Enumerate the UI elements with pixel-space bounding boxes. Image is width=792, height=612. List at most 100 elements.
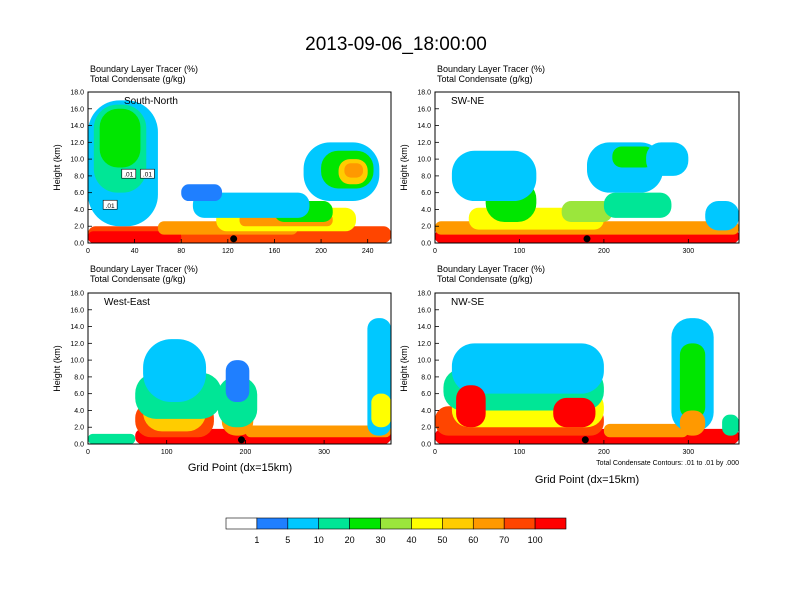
contour-label-box (140, 168, 155, 179)
tracer-region (344, 163, 364, 178)
colorbar-swatch (503, 517, 536, 530)
y-tick-label: 16.0 (70, 106, 84, 113)
y-tick-label: 8.0 (421, 173, 431, 180)
x-tick-label: 0 (433, 248, 437, 255)
y-tick-label: 4.0 (421, 207, 431, 214)
panel-sw-ne: Boundary Layer Tracer (%) Total Condensa… (399, 64, 740, 255)
y-tick-label: 18.0 (70, 291, 84, 298)
panel-name: SW-NE (451, 96, 484, 107)
contour-label: .01 (143, 172, 152, 179)
y-tick-label: 10.0 (417, 358, 431, 365)
y-tick-label: 18.0 (417, 90, 431, 97)
tracer-field (88, 100, 391, 243)
y-tick-label: 4.0 (74, 207, 84, 214)
y-axis-label: Height (km) (52, 144, 62, 191)
plot-south-north: 0 40 80 120 160 200 240 0.0 2.0 4.0 6.0 8.0 10.0 12.0… (52, 90, 392, 255)
y-tick-label: 10.0 (417, 157, 431, 164)
y-tick-label: 8.0 (74, 374, 84, 381)
y-axis-label: Height (km) (399, 345, 409, 392)
panel-nw-se: Boundary Layer Tracer (%) Total Condensa… (399, 264, 740, 486)
colorbar-label: 10 (314, 535, 324, 545)
y-tick-label: 16.0 (417, 307, 431, 314)
colorbar-swatch (534, 517, 567, 530)
colorbar-label: 30 (376, 535, 386, 545)
y-tick-label: 12.0 (70, 140, 84, 147)
x-tick-label: 160 (269, 248, 281, 255)
contour-note: Total Condensate Contours: .01 to .01 by… (596, 460, 739, 467)
tracer-region (603, 192, 672, 218)
y-tick-label: 4.0 (421, 408, 431, 415)
x-tick-label: 100 (161, 449, 173, 456)
tracer-region (245, 425, 391, 438)
plot-nw-se: 0 100 200 300 0.0 2.0 4.0 6.0 8.0 10.0 12.0 14.0 16.… (399, 291, 740, 456)
y-tick-label: 0.0 (74, 241, 84, 248)
panel-header-line2: Total Condensate (g/kg) (90, 274, 186, 284)
tracer-region (192, 192, 310, 218)
x-tick-label: 300 (682, 449, 694, 456)
tracer-region (451, 343, 604, 394)
y-tick-label: 16.0 (417, 106, 431, 113)
colorbar-swatch (472, 517, 505, 530)
x-tick-label: 240 (362, 248, 374, 255)
panel-west-east: Boundary Layer Tracer (%) Total Condensa… (52, 264, 392, 474)
tracer-region (679, 343, 706, 419)
contour-label-box (102, 199, 118, 210)
y-axis-label: Height (km) (52, 345, 62, 392)
y-tick-label: 18.0 (417, 291, 431, 298)
x-tick-label: 0 (86, 248, 90, 255)
y-tick-label: 2.0 (421, 224, 431, 231)
y-tick-label: 12.0 (417, 140, 431, 147)
panel-name: South-North (124, 96, 178, 107)
x-tick-label: 200 (598, 449, 610, 456)
y-tick-label: 2.0 (74, 224, 84, 231)
colorbar-swatch (256, 517, 289, 530)
y-tick-label: 18.0 (70, 90, 84, 97)
x-tick-label: 200 (315, 248, 327, 255)
colorbar-swatch (411, 517, 443, 530)
x-tick-label: 80 (177, 248, 185, 255)
tracer-region (705, 201, 739, 231)
tracer-region (456, 385, 486, 428)
colorbar-label: 50 (437, 535, 447, 545)
y-tick-label: 14.0 (70, 324, 84, 331)
colorbar-swatch (225, 517, 258, 530)
y-axis-label: Height (km) (399, 144, 409, 191)
y-tick-label: 2.0 (421, 425, 431, 432)
colorbar-swatch (442, 517, 474, 530)
contour-label-box (121, 168, 137, 179)
colorbar-label: 5 (285, 535, 290, 545)
tracer-region (99, 108, 141, 168)
colorbar-label: 60 (468, 535, 478, 545)
tracer-field (435, 142, 739, 243)
y-tick-label: 6.0 (421, 391, 431, 398)
colorbar-label: 100 (528, 535, 543, 545)
y-tick-label: 14.0 (417, 123, 431, 130)
x-tick-label: 40 (131, 248, 139, 255)
plot-frame (87, 91, 392, 244)
tracer-region (553, 397, 596, 428)
y-tick-label: 0.0 (421, 241, 431, 248)
x-tick-label: 200 (598, 248, 610, 255)
y-tick-label: 12.0 (70, 341, 84, 348)
location-marker (583, 235, 591, 243)
panel-name: NW-SE (451, 297, 484, 308)
tracer-region (88, 433, 136, 444)
x-tick-label: 100 (514, 449, 526, 456)
panel-header-line2: Total Condensate (g/kg) (437, 74, 533, 84)
x-tick-label: 200 (240, 449, 252, 456)
x-axis-label: Grid Point (dx=15km) (535, 474, 639, 486)
y-tick-label: 10.0 (70, 157, 84, 164)
x-tick-label: 300 (682, 248, 694, 255)
location-marker (237, 436, 245, 444)
tracer-region (181, 184, 223, 202)
colorbar-swatch (380, 517, 412, 530)
y-tick-label: 14.0 (70, 123, 84, 130)
colorbar-swatch (318, 517, 350, 530)
plot-west-east: 0 100 200 300 0.0 2.0 4.0 6.0 8.0 10.0 12.0 14.0 16.… (52, 291, 392, 456)
x-tick-label: 120 (222, 248, 234, 255)
colorbar: 1 5 10 20 30 40 50 60 70 100 (225, 517, 567, 545)
x-tick-label: 100 (514, 248, 526, 255)
y-tick-label: 12.0 (417, 341, 431, 348)
panel-header-line1: Boundary Layer Tracer (%) (437, 64, 545, 74)
